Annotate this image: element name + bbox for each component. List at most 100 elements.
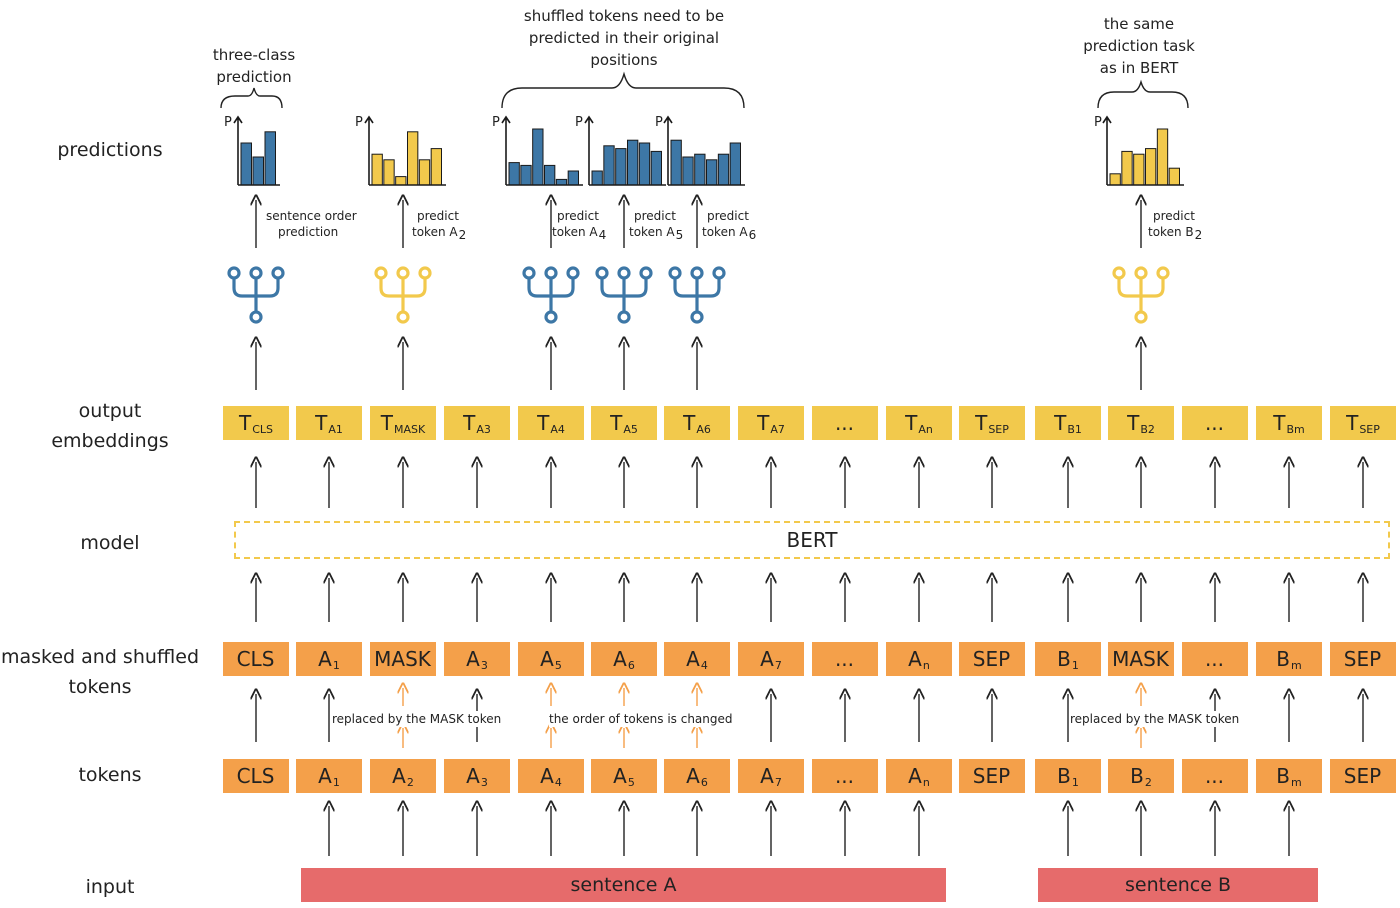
output-embeddings-text: T bbox=[537, 411, 550, 435]
tokens-subscript: 7 bbox=[774, 775, 782, 789]
masked-tokens-12: MASK bbox=[1108, 642, 1174, 676]
label-sop-line1: sentence order bbox=[266, 209, 357, 223]
tokens-subscript: 3 bbox=[480, 775, 488, 789]
label-a2-line2: token A2 bbox=[412, 224, 466, 242]
probability-bar bbox=[395, 176, 407, 186]
output-embeddings-text: T bbox=[1127, 411, 1140, 435]
tokens-subscript: 2 bbox=[406, 775, 414, 789]
probability-bar-chart-icon bbox=[233, 115, 280, 186]
output-embeddings-text: T bbox=[463, 411, 476, 435]
output-embeddings-text: T bbox=[380, 411, 393, 435]
tokens-subscript: 1 bbox=[332, 775, 340, 789]
masked-tokens-2: MASK bbox=[370, 642, 436, 676]
note-three-class: three-class prediction bbox=[194, 44, 314, 88]
masked-tokens-subscript: 1 bbox=[332, 658, 340, 672]
note-shuffled-line3: positions bbox=[590, 51, 658, 69]
tokens-subscript: m bbox=[1291, 775, 1302, 789]
output-embeddings-6: T A6 bbox=[664, 406, 730, 440]
label-b2-sub: 2 bbox=[1194, 228, 1203, 242]
tokens-text: A bbox=[760, 764, 774, 788]
probability-bar-chart-icon bbox=[584, 115, 666, 186]
tokens-subscript: 5 bbox=[627, 775, 635, 789]
label-replaced-mask-b: replaced by the MASK token bbox=[1070, 711, 1240, 727]
note-three-class-line2: prediction bbox=[216, 68, 292, 86]
probability-bar bbox=[418, 159, 431, 186]
tokens-text: B bbox=[1130, 764, 1144, 788]
note-shuffled: shuffled tokens need to be predicted in … bbox=[494, 5, 754, 71]
probability-bar bbox=[407, 131, 419, 186]
tokens-text: SEP bbox=[972, 764, 1011, 788]
output-embeddings-subscript: A5 bbox=[623, 422, 638, 436]
p-label-chart-1: P bbox=[224, 115, 232, 130]
output-embeddings-subscript: An bbox=[918, 422, 933, 436]
row-label-output-embeddings: output embeddings bbox=[40, 396, 180, 456]
row-label-masked-line2: tokens bbox=[68, 676, 132, 698]
output-embeddings-subscript: CLS bbox=[252, 422, 273, 436]
chart-axis bbox=[1102, 115, 1184, 186]
tokens-text: A bbox=[318, 764, 332, 788]
output-embeddings-11: T B1 bbox=[1035, 406, 1101, 440]
output-embeddings-14: T Bm bbox=[1256, 406, 1322, 440]
label-a4-line1: predict bbox=[557, 209, 599, 223]
chart-axis bbox=[663, 115, 745, 186]
label-predict-b2: predict token B2 bbox=[1148, 208, 1203, 242]
probability-bar-chart-icon bbox=[663, 115, 745, 186]
probability-bar bbox=[508, 162, 520, 186]
probability-bar-chart-icon bbox=[501, 115, 583, 186]
output-embeddings-7: T A7 bbox=[738, 406, 804, 440]
output-embeddings-text: T bbox=[315, 411, 328, 435]
masked-tokens-subscript: m bbox=[1291, 658, 1302, 672]
label-a5-sub: 5 bbox=[675, 228, 684, 242]
probability-bar bbox=[591, 170, 603, 186]
masked-tokens-text: B bbox=[1057, 647, 1071, 671]
sentence-b-bar: sentence B bbox=[1038, 868, 1318, 902]
probability-bar bbox=[1145, 148, 1157, 186]
label-a2-text: token A bbox=[412, 225, 458, 239]
label-predict-a4: predict token A4 bbox=[552, 208, 607, 242]
output-embeddings-2: T MASK bbox=[370, 406, 436, 440]
label-a6-line1: predict bbox=[707, 209, 749, 223]
label-predict-a2: predict token A2 bbox=[412, 208, 466, 242]
probability-bar bbox=[264, 131, 276, 186]
probability-bar-chart-icon bbox=[364, 115, 446, 186]
classifier-head-icon bbox=[522, 266, 580, 324]
masked-tokens-subscript: 5 bbox=[554, 658, 562, 672]
probability-bar bbox=[627, 139, 639, 186]
tokens-13: ... bbox=[1182, 759, 1248, 793]
output-embeddings-5: T A5 bbox=[591, 406, 657, 440]
row-label-input: input bbox=[85, 876, 135, 898]
masked-tokens-text: A bbox=[760, 647, 774, 671]
masked-tokens-text: SEP bbox=[1343, 647, 1382, 671]
masked-tokens-text: MASK bbox=[1112, 647, 1169, 671]
row-label-masked-line1: masked and shuffled bbox=[0, 646, 200, 668]
output-embeddings-1: T A1 bbox=[296, 406, 362, 440]
row-label-output-line2: embeddings bbox=[51, 430, 169, 452]
probability-bar bbox=[1109, 173, 1121, 186]
masked-tokens-text: A bbox=[466, 647, 480, 671]
output-embeddings-subscript: SEP bbox=[988, 422, 1009, 436]
probability-bar bbox=[1156, 128, 1169, 186]
output-embeddings-text: T bbox=[683, 411, 696, 435]
probability-bar bbox=[240, 142, 252, 186]
probability-bar bbox=[555, 178, 568, 186]
label-a4-sub: 4 bbox=[598, 228, 607, 242]
label-a5-line2: token A5 bbox=[629, 224, 684, 242]
note-shuffled-line1: shuffled tokens need to be bbox=[523, 7, 725, 25]
output-embeddings-subscript: SEP bbox=[1359, 422, 1380, 436]
chart-axis bbox=[364, 115, 446, 186]
probability-bar bbox=[1168, 167, 1180, 186]
probability-bar bbox=[638, 142, 651, 186]
note-same-task-line1: the same bbox=[1103, 15, 1175, 33]
output-embeddings-subscript: A3 bbox=[476, 422, 491, 436]
label-a4-line2: token A4 bbox=[552, 224, 607, 242]
output-embeddings-subscript: B1 bbox=[1067, 422, 1082, 436]
